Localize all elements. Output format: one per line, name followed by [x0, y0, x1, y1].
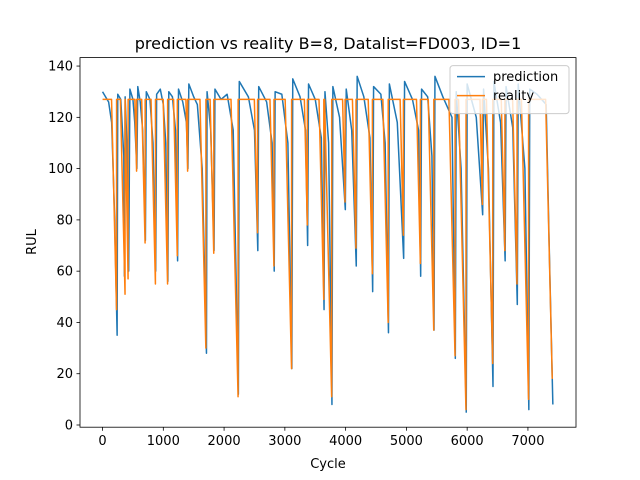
x-tick-label: 1000	[147, 434, 180, 449]
y-tick-label: 0	[65, 418, 73, 433]
x-tick-label: 2000	[208, 434, 241, 449]
x-axis-label: Cycle	[310, 457, 346, 472]
y-tick-label: 60	[56, 265, 73, 280]
x-tick-label: 5000	[390, 434, 423, 449]
x-tick-label: 7000	[511, 434, 544, 449]
x-tick-label: 6000	[451, 434, 484, 449]
legend-label: reality	[493, 89, 534, 104]
y-tick-label: 20	[56, 367, 73, 382]
y-tick-label: 80	[56, 213, 73, 228]
y-tick-label: 120	[48, 111, 73, 126]
legend-label: prediction	[493, 70, 558, 85]
chart-title: prediction vs reality B=8, Datalist=FD00…	[135, 34, 522, 53]
x-tick-label: 3000	[268, 434, 301, 449]
legend-box	[449, 65, 570, 115]
plot-frame	[79, 57, 577, 428]
x-tick-label: 0	[98, 434, 106, 449]
y-tick-label: 140	[48, 60, 73, 75]
y-tick-label: 100	[48, 162, 73, 177]
y-axis-label: RUL	[25, 228, 40, 255]
y-tick-label: 40	[56, 316, 73, 331]
x-tick-label: 4000	[329, 434, 362, 449]
